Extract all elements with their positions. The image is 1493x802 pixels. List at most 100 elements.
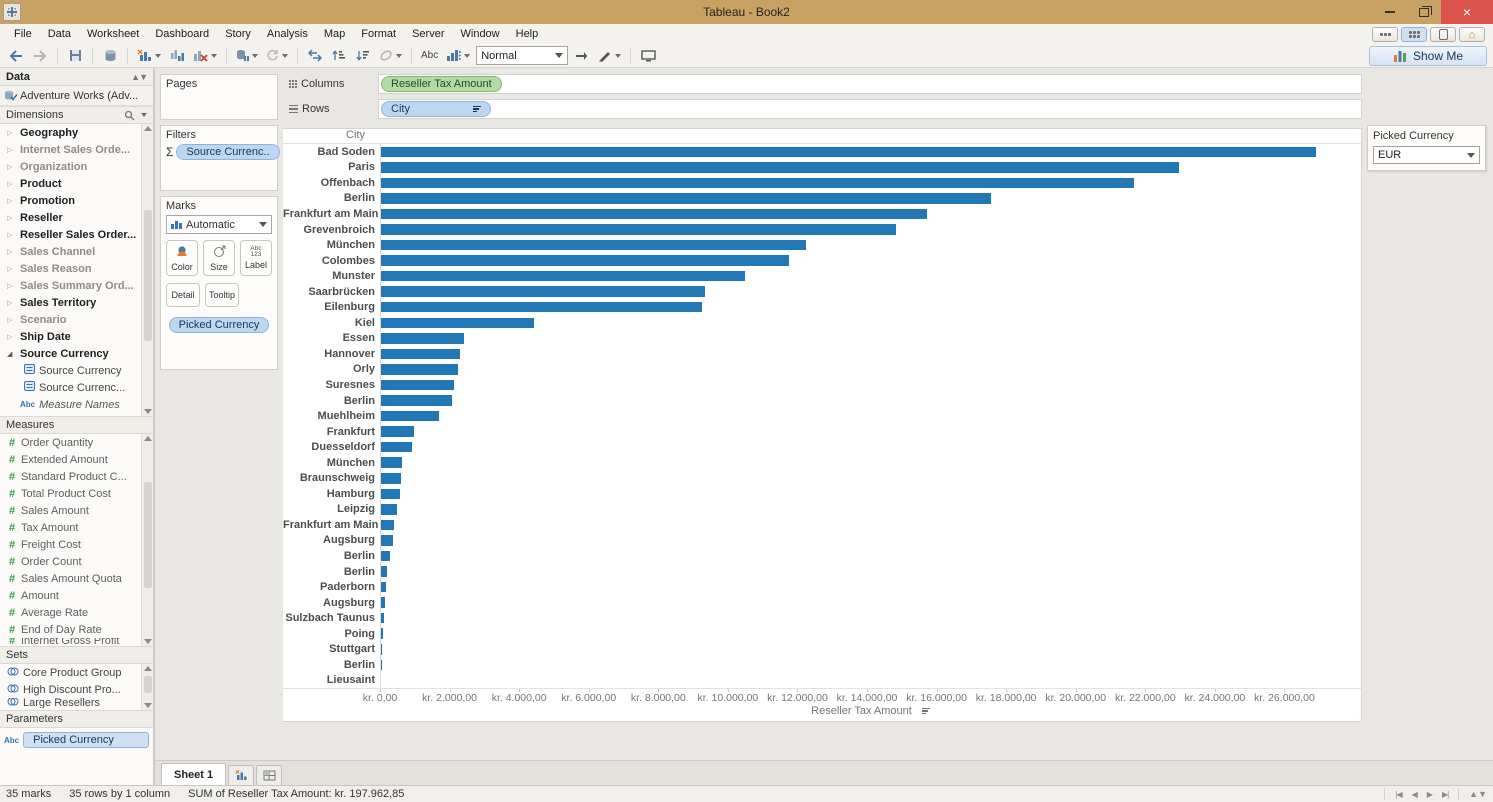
city-label[interactable]: Bad Soden bbox=[317, 145, 375, 158]
bar-mark[interactable] bbox=[381, 208, 928, 220]
measure-item[interactable]: # Amount bbox=[0, 587, 141, 604]
menu-analysis[interactable]: Analysis bbox=[266, 28, 308, 40]
mark-type-select[interactable]: Automatic bbox=[166, 215, 272, 234]
dimension-item[interactable]: ▷ Sales Summary Ord... bbox=[0, 277, 141, 294]
rows-pill[interactable]: City bbox=[381, 101, 491, 117]
city-label[interactable]: Orly bbox=[352, 363, 375, 376]
dimension-item[interactable]: ▷ Sales Reason bbox=[0, 260, 141, 277]
bar-mark[interactable] bbox=[381, 473, 402, 484]
scroll-up-icon[interactable] bbox=[143, 126, 152, 131]
bar-mark[interactable] bbox=[381, 301, 703, 313]
city-label[interactable]: Berlin bbox=[343, 658, 375, 671]
scroll-up-icon[interactable] bbox=[143, 436, 152, 441]
bar-mark[interactable] bbox=[381, 597, 385, 608]
dimension-item[interactable]: ▷ Ship Date bbox=[0, 328, 141, 345]
dimension-item[interactable]: ▷ Sales Territory bbox=[0, 294, 141, 311]
city-label[interactable]: Paris bbox=[348, 161, 375, 174]
dimension-item[interactable]: ◢ Source Currency bbox=[0, 345, 141, 362]
pause-updates-button[interactable] bbox=[234, 46, 260, 66]
caret-collapsed-icon[interactable]: ▷ bbox=[7, 146, 13, 154]
menu-worksheet[interactable]: Worksheet bbox=[86, 28, 140, 40]
layout-toggle-home-button[interactable]: ⌂ bbox=[1459, 27, 1485, 42]
city-label[interactable]: Offenbach bbox=[320, 176, 375, 189]
caret-collapsed-icon[interactable]: ▷ bbox=[7, 248, 13, 256]
city-label[interactable]: Berlin bbox=[343, 394, 375, 407]
tab-sheet1[interactable]: Sheet 1 bbox=[161, 763, 227, 785]
city-label[interactable]: Colombes bbox=[321, 254, 375, 267]
duplicate-sheet-button[interactable] bbox=[167, 46, 187, 66]
restore-button[interactable] bbox=[1407, 0, 1441, 24]
caret-collapsed-icon[interactable]: ▷ bbox=[7, 282, 13, 290]
presentation-mode-button[interactable] bbox=[638, 46, 658, 66]
measure-item[interactable]: # Total Product Cost bbox=[0, 485, 141, 502]
dimensions-scrollbar[interactable] bbox=[141, 124, 153, 416]
caret-collapsed-icon[interactable]: ▷ bbox=[7, 197, 13, 205]
columns-shelf-field[interactable]: Reseller Tax Amount bbox=[378, 74, 1362, 94]
caret-collapsed-icon[interactable]: ▷ bbox=[7, 180, 13, 188]
parameter-value-select[interactable]: EUR bbox=[1373, 146, 1480, 164]
new-datasource-button[interactable] bbox=[100, 46, 120, 66]
measure-item[interactable]: # End of Day Rate bbox=[0, 621, 141, 638]
scroll-down-icon[interactable] bbox=[143, 409, 152, 414]
bar-mark[interactable] bbox=[381, 348, 460, 360]
layout-toggle-device-button[interactable] bbox=[1430, 27, 1456, 42]
menu-server[interactable]: Server bbox=[412, 28, 445, 40]
caret-collapsed-icon[interactable]: ▷ bbox=[7, 129, 13, 137]
city-label[interactable]: Frankfurt bbox=[326, 425, 375, 438]
city-label[interactable]: Suresnes bbox=[325, 378, 375, 391]
city-label[interactable]: Augsburg bbox=[323, 596, 375, 609]
city-label[interactable]: Poing bbox=[344, 627, 375, 640]
menu-window[interactable]: Window bbox=[460, 28, 500, 40]
menu-help[interactable]: Help bbox=[515, 28, 539, 40]
dimension-item[interactable]: ▷ Reseller bbox=[0, 209, 141, 226]
bar-mark[interactable] bbox=[381, 410, 440, 422]
bar-mark[interactable] bbox=[381, 426, 415, 437]
bar-mark[interactable] bbox=[381, 566, 388, 577]
menu-data[interactable]: Data bbox=[47, 28, 71, 40]
city-label[interactable]: Braunschweig bbox=[299, 472, 375, 485]
city-label[interactable]: Hannover bbox=[324, 347, 375, 360]
set-item[interactable]: Large Resellers bbox=[0, 698, 141, 708]
city-label[interactable]: Paderborn bbox=[319, 581, 375, 594]
dimension-item[interactable]: ▷ Internet Sales Orde... bbox=[0, 141, 141, 158]
bar-mark[interactable] bbox=[381, 239, 806, 251]
measure-item[interactable]: # Sales Amount Quota bbox=[0, 570, 141, 587]
search-icon[interactable] bbox=[124, 110, 135, 121]
columns-pill[interactable]: Reseller Tax Amount bbox=[381, 76, 502, 92]
new-worksheet-button[interactable] bbox=[135, 46, 163, 66]
parameter-pill[interactable]: Picked Currency bbox=[23, 732, 149, 748]
bar-mark[interactable] bbox=[381, 333, 464, 344]
caret-collapsed-icon[interactable]: ▷ bbox=[7, 163, 13, 171]
city-label[interactable]: München bbox=[326, 456, 375, 469]
set-item[interactable]: High Discount Pro... bbox=[0, 681, 141, 698]
measure-item[interactable]: # Standard Product C... bbox=[0, 468, 141, 485]
set-item[interactable]: Core Product Group bbox=[0, 664, 141, 681]
bar-mark[interactable] bbox=[381, 286, 706, 297]
dimension-item[interactable]: ▷ Sales Channel bbox=[0, 243, 141, 260]
size-button[interactable]: Size bbox=[203, 240, 235, 276]
bar-mark[interactable] bbox=[381, 364, 458, 375]
bar-mark[interactable] bbox=[381, 224, 897, 235]
bar-mark[interactable] bbox=[381, 441, 413, 453]
caret-collapsed-icon[interactable]: ▷ bbox=[7, 333, 13, 341]
group-members-button[interactable] bbox=[377, 46, 404, 66]
new-dashboard-tab-button[interactable] bbox=[256, 765, 283, 785]
city-label[interactable]: Eilenburg bbox=[324, 301, 375, 314]
clear-sheet-button[interactable] bbox=[191, 46, 219, 66]
bar-mark[interactable] bbox=[381, 628, 383, 639]
parameter-item[interactable]: Abc Picked Currency bbox=[4, 732, 149, 748]
menu-map[interactable]: Map bbox=[323, 28, 346, 40]
x-axis[interactable]: kr. 0,00 kr. 2.000,00 kr. 4.000,00 kr. 6.00… bbox=[283, 689, 1361, 721]
city-label[interactable]: Berlin bbox=[343, 192, 375, 205]
measure-item[interactable]: # Internet Gross Profit bbox=[0, 638, 141, 644]
dimension-item[interactable]: Source Currenc... bbox=[0, 379, 141, 396]
marks-pill[interactable]: Picked Currency bbox=[168, 317, 270, 333]
city-label[interactable]: Saarbrücken bbox=[308, 285, 375, 298]
city-label[interactable]: Lieusaint bbox=[326, 674, 375, 687]
show-me-button[interactable]: Show Me bbox=[1369, 46, 1487, 66]
chevron-down-icon[interactable] bbox=[141, 113, 147, 117]
bar-mark[interactable] bbox=[381, 550, 391, 562]
city-label[interactable]: Frankfurt am Main bbox=[283, 207, 379, 220]
last-sheet-button[interactable]: ▶| bbox=[1441, 789, 1449, 799]
caret-collapsed-icon[interactable]: ▷ bbox=[7, 316, 13, 324]
